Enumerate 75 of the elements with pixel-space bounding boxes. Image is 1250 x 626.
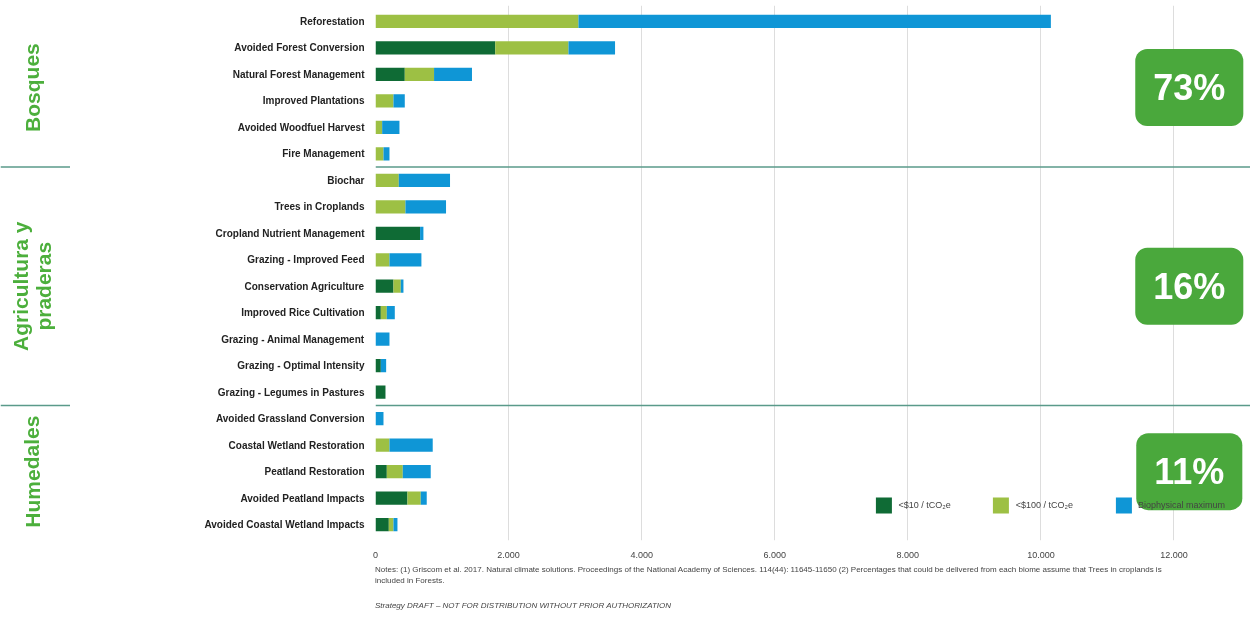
- text: Humedales: [20, 415, 44, 528]
- y-tick-label: Grazing - Optimal Intensity: [237, 360, 365, 372]
- bar: [375, 465, 387, 479]
- bar: [380, 306, 387, 320]
- bar: [375, 41, 496, 55]
- legend-label: <$100 / tCO₂e: [1015, 500, 1073, 510]
- bar: [382, 120, 400, 134]
- bar: [386, 306, 395, 320]
- bar: [375, 200, 406, 214]
- y-tick-label: Trees in Croplands: [274, 201, 365, 213]
- bar: [375, 279, 394, 293]
- legend-label: Biophysical maximum: [1137, 500, 1225, 510]
- bar: [375, 438, 390, 452]
- bar: [404, 67, 435, 81]
- bar: [375, 253, 390, 267]
- x-tick-label: 10.000: [1027, 549, 1055, 560]
- y-tick-label: Conservation Agriculture: [244, 280, 365, 292]
- y-tick-label: Coastal Wetland Restoration: [228, 439, 365, 451]
- bar: [407, 491, 421, 505]
- bar: [375, 226, 421, 240]
- bar: [375, 67, 405, 81]
- x-tick-label: 12.000: [1160, 549, 1188, 560]
- annotation: 11%: [1154, 451, 1225, 493]
- y-tick-label: Improved Rice Cultivation: [241, 307, 365, 319]
- bar: [393, 517, 398, 532]
- bar: [383, 147, 390, 161]
- bar: [375, 332, 390, 346]
- bar: [434, 67, 472, 81]
- bar: [389, 253, 422, 267]
- bar: [375, 517, 389, 532]
- bar: [375, 306, 381, 320]
- text: Agricultura y praderas: [9, 221, 55, 352]
- y-tick-label: Grazing - Improved Feed: [247, 254, 365, 266]
- y-tick-label: Cropland Nutrient Management: [215, 227, 366, 239]
- x-tick-label: 6.000: [763, 549, 787, 560]
- y-tick-label: Natural Forest Management: [232, 68, 366, 80]
- legend-label: <$10 / tCO₂e: [898, 500, 951, 510]
- y-tick-label: Avoided Woodfuel Harvest: [237, 121, 366, 133]
- bar: [375, 94, 394, 108]
- bar: [386, 465, 403, 479]
- text: Notes: (1) Griscom et al. 2017. Natural climate solutions. Proceedings of the National Academy of Sciences. 114(44): 11645-11650 (2) Percentages that could be delivered from each biome assume that Trees in croplands is included in Forests.: [375, 564, 1163, 587]
- annotation: 16%: [1153, 265, 1226, 307]
- bar: [393, 279, 401, 293]
- bar: [393, 94, 405, 108]
- y-tick-label: Avoided Forest Conversion: [234, 42, 365, 54]
- bar: [389, 438, 433, 452]
- bar: [398, 173, 451, 187]
- text: Strategy DRAFT – NOT FOR DISTRIBUTION WITHOUT PRIOR AUTHORIZATION: [375, 599, 672, 612]
- y-tick-label: Grazing - Animal Management: [221, 333, 365, 345]
- bar: [405, 200, 447, 214]
- bar: [578, 14, 1051, 29]
- y-tick-label: Biochar: [327, 174, 365, 186]
- y-tick-label: Peatland Restoration: [264, 466, 365, 478]
- bar: [375, 491, 408, 505]
- y-tick-label: Grazing - Legumes in Pastures: [217, 386, 365, 398]
- bar: [420, 491, 427, 505]
- y-tick-label: Fire Management: [282, 148, 366, 160]
- bar: [380, 359, 387, 373]
- y-tick-label: Avoided Coastal Wetland Impacts: [204, 519, 365, 531]
- x-tick-label: 4.000: [630, 549, 653, 560]
- bar: [402, 465, 431, 479]
- bar: [568, 41, 616, 55]
- y-tick-label: Improved Plantations: [262, 95, 365, 107]
- y-tick-label: Reforestation: [300, 15, 365, 27]
- bar: [375, 173, 399, 187]
- text: Bosques: [20, 43, 44, 132]
- bar: [375, 359, 381, 373]
- x-tick-label: 0: [373, 549, 379, 560]
- x-tick-label: 8.000: [896, 549, 920, 560]
- y-tick-label: Avoided Grassland Conversion: [215, 413, 365, 425]
- bar: [495, 41, 569, 55]
- bar: [375, 14, 579, 29]
- x-tick-label: 2.000: [497, 549, 520, 560]
- y-tick-label: Avoided Peatland Impacts: [240, 492, 365, 504]
- annotation: 73%: [1153, 67, 1226, 109]
